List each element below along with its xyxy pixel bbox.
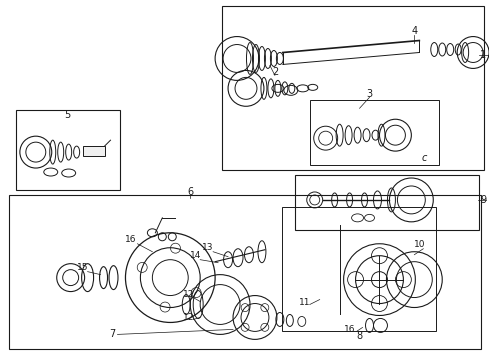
Text: 7: 7 <box>109 329 116 339</box>
Text: 16: 16 <box>344 325 355 334</box>
Text: 11: 11 <box>299 298 311 307</box>
Text: 9: 9 <box>480 195 486 205</box>
Text: 6: 6 <box>187 187 193 197</box>
Text: 15: 15 <box>77 263 88 272</box>
Text: c: c <box>421 153 427 163</box>
Text: 1: 1 <box>480 50 486 60</box>
Text: 8: 8 <box>357 332 363 341</box>
Text: 4: 4 <box>411 26 417 36</box>
Bar <box>295 175 479 230</box>
Text: 16: 16 <box>124 235 136 244</box>
Bar <box>310 100 439 165</box>
Bar <box>222 6 484 170</box>
Text: 3: 3 <box>367 89 372 99</box>
Text: 5: 5 <box>65 110 71 120</box>
Bar <box>83 146 104 156</box>
Text: 14: 14 <box>190 251 201 260</box>
Text: 10: 10 <box>414 240 425 249</box>
Text: 12: 12 <box>183 313 194 322</box>
Text: 13: 13 <box>202 243 214 252</box>
Text: 12: 12 <box>183 290 194 299</box>
Bar <box>9 195 481 349</box>
Bar <box>16 110 121 190</box>
Bar <box>282 207 436 332</box>
Text: 2: 2 <box>272 67 278 77</box>
